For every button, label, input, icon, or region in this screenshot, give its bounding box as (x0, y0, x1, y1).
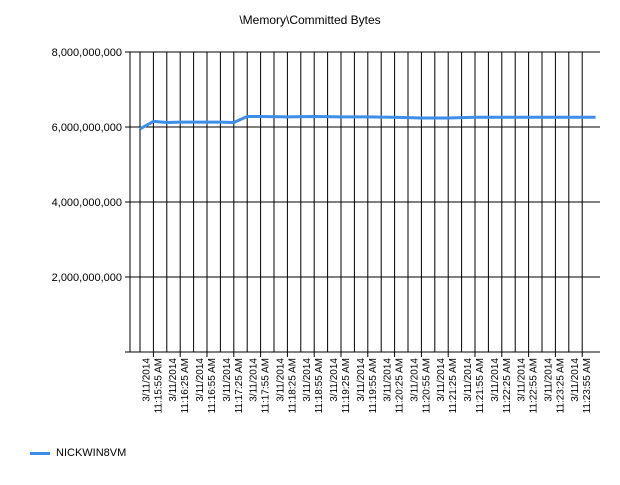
x-tick-time: 11:23:25 AM (555, 358, 566, 413)
x-tick-time: 11:21:55 AM (475, 358, 486, 413)
y-tick-label: 8,000,000,000 (52, 47, 122, 59)
x-tick-time: 11:16:25 AM (180, 358, 191, 413)
x-tick-time: 11:17:25 AM (234, 358, 245, 413)
x-tick-time: 11:17:55 AM (261, 358, 272, 413)
x-tick-label: 3/11/2014 11:22:25 AM (490, 358, 513, 414)
x-tick-label: 3/11/2014 11:21:55 AM (463, 358, 486, 414)
x-tick-date: 3/11/2014 (570, 358, 581, 402)
series-line-nickwin8vm (139, 115, 596, 131)
grid (130, 51, 600, 352)
chart-title: \Memory\Committed Bytes (239, 13, 380, 27)
x-tick-label: 3/11/2014 11:17:25 AM (222, 358, 245, 414)
y-tick-label: 6,000,000,000 (52, 122, 122, 134)
x-tick-date: 3/11/2014 (356, 358, 367, 402)
x-tick-time: 11:19:55 AM (368, 358, 379, 413)
x-tick-label: 3/11/2014 11:19:55 AM (356, 358, 379, 414)
x-tick-time: 11:20:25 AM (395, 358, 406, 413)
x-tick-date: 3/11/2014 (195, 358, 206, 402)
legend-label: NICKWIN8VM (56, 447, 127, 459)
x-tick-date: 3/11/2014 (517, 358, 528, 402)
x-tick-time: 11:19:25 AM (341, 358, 352, 413)
x-tick-label: 3/11/2014 11:19:25 AM (329, 358, 352, 414)
x-tick-label: 3/11/2014 11:16:25 AM (168, 358, 191, 414)
x-tick-date: 3/11/2014 (383, 358, 394, 402)
x-tick-label: 3/11/2014 11:16:55 AM (195, 358, 218, 414)
x-tick-date: 3/11/2014 (409, 358, 420, 402)
x-tick-time: 11:21:25 AM (448, 358, 459, 413)
x-tick-label: 3/11/2014 11:20:25 AM (383, 358, 406, 414)
x-tick-date: 3/11/2014 (329, 358, 340, 402)
x-tick-date: 3/11/2014 (168, 358, 179, 402)
x-tick-time: 11:15:55 AM (153, 358, 164, 413)
x-tick-time: 11:23:55 AM (582, 358, 593, 413)
x-tick-time: 11:20:55 AM (421, 358, 432, 413)
x-tick-time: 11:22:55 AM (529, 358, 540, 413)
x-tick-date: 3/11/2014 (463, 358, 474, 402)
x-tick-time: 11:18:55 AM (314, 358, 325, 413)
x-tick-time: 11:22:25 AM (502, 358, 513, 413)
x-tick-label: 3/11/2014 11:15:55 AM (141, 358, 164, 414)
x-tick-date: 3/11/2014 (249, 358, 260, 402)
x-tick-date: 3/11/2014 (436, 358, 447, 402)
x-tick-date: 3/11/2014 (490, 358, 501, 402)
x-tick-label: 3/11/2014 11:18:25 AM (275, 358, 298, 414)
x-tick-date: 3/11/2014 (222, 358, 233, 402)
x-tick-label: 3/11/2014 11:22:55 AM (517, 358, 540, 414)
x-tick-date: 3/11/2014 (141, 358, 152, 402)
y-tick-label: 4,000,000,000 (52, 197, 122, 209)
series-lines (139, 115, 596, 131)
x-tick-date: 3/11/2014 (275, 358, 286, 402)
x-tick-date: 3/11/2014 (302, 358, 313, 402)
x-tick-label: 3/11/2014 11:18:55 AM (302, 358, 325, 414)
x-tick-time: 11:16:55 AM (207, 358, 218, 413)
legend-swatch (30, 451, 50, 455)
x-tick-time: 11:18:25 AM (287, 358, 298, 413)
legend: NICKWIN8VM (30, 445, 126, 461)
x-tick-date: 3/11/2014 (543, 358, 554, 402)
x-tick-label: 3/11/2014 11:23:55 AM (570, 358, 593, 414)
y-tick-labels: 2,000,000,000 4,000,000,000 6,000,000,000 8… (52, 47, 122, 284)
x-tick-label: 3/11/2014 11:23:25 AM (543, 358, 566, 414)
x-tick-label: 3/11/2014 11:17:55 AM (249, 358, 272, 414)
x-tick-labels: 3/11/2014 11:15:55 AM 3/11/2014 11:16:25 AM… (141, 358, 593, 414)
axes (125, 51, 600, 357)
x-tick-label: 3/11/2014 11:21:25 AM (436, 358, 459, 414)
x-tick-label: 3/11/2014 11:20:55 AM (409, 358, 432, 414)
y-tick-label: 2,000,000,000 (52, 272, 122, 284)
